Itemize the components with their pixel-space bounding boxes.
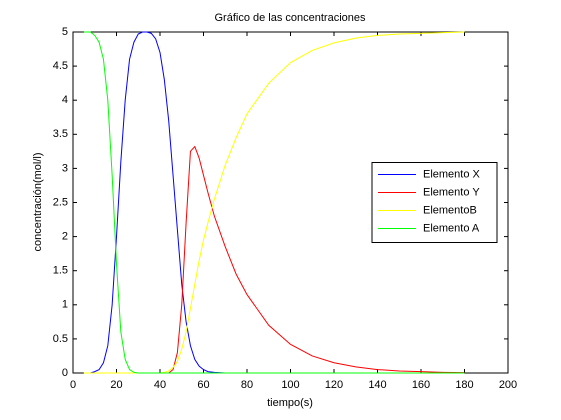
y-tick-label: 1 — [62, 299, 68, 311]
x-tick-label: 20 — [110, 379, 122, 391]
y-tick-label: 1.5 — [53, 265, 68, 277]
x-tick-label: 140 — [368, 379, 386, 391]
series-line — [83, 31, 465, 374]
y-tick-label: 5 — [62, 26, 68, 38]
y-axis-label: concentración(mol/l) — [32, 152, 44, 251]
y-tick-label: 3.5 — [53, 128, 68, 140]
x-tick-label: 80 — [241, 379, 253, 391]
x-tick-label: 180 — [455, 379, 473, 391]
y-tick-label: 4 — [62, 94, 68, 106]
y-tick-label: 3 — [62, 162, 68, 174]
series-line — [83, 31, 465, 374]
x-tick-label: 160 — [412, 379, 430, 391]
y-tick-label: 0 — [62, 367, 68, 379]
y-tick-label: 2 — [62, 231, 68, 243]
y-tick-label: 4.5 — [53, 60, 68, 72]
legend-label: Elemento X — [423, 168, 481, 180]
legend-label: ElementoB — [423, 204, 477, 216]
y-tick-label: 0.5 — [53, 333, 68, 345]
x-tick-label: 60 — [197, 379, 209, 391]
x-tick-label: 120 — [325, 379, 343, 391]
legend-label: Elemento A — [423, 222, 480, 234]
x-tick-label: 200 — [499, 379, 517, 391]
x-tick-label: 100 — [281, 379, 299, 391]
x-tick-label: 0 — [70, 379, 76, 391]
legend-label: Elemento Y — [423, 186, 480, 198]
y-tick-label: 2.5 — [53, 196, 68, 208]
x-axis-label: tiempo(s) — [267, 397, 313, 409]
chart-title: Gráfico de las concentraciones — [214, 12, 366, 24]
legend: Elemento X Elemento Y ElementoB Elemento A — [371, 162, 498, 243]
x-tick-label: 40 — [154, 379, 166, 391]
legend-box — [371, 162, 498, 243]
